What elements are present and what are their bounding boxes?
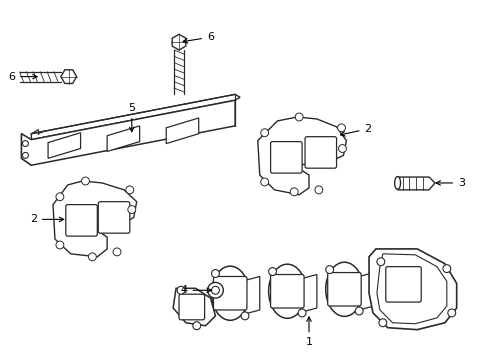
Polygon shape <box>359 273 373 310</box>
Circle shape <box>376 258 384 266</box>
Text: 6: 6 <box>183 32 214 43</box>
Circle shape <box>88 253 96 261</box>
Circle shape <box>338 145 346 152</box>
Polygon shape <box>244 276 259 314</box>
Polygon shape <box>166 118 198 144</box>
Circle shape <box>314 186 322 194</box>
Ellipse shape <box>211 266 248 320</box>
Polygon shape <box>48 133 81 158</box>
Polygon shape <box>21 100 235 165</box>
Polygon shape <box>397 177 434 190</box>
FancyBboxPatch shape <box>98 202 129 233</box>
Polygon shape <box>302 275 316 312</box>
Circle shape <box>56 193 64 201</box>
Polygon shape <box>257 117 346 195</box>
Circle shape <box>337 124 345 132</box>
Circle shape <box>268 267 276 275</box>
Text: 4: 4 <box>180 285 211 295</box>
FancyBboxPatch shape <box>305 137 336 168</box>
FancyBboxPatch shape <box>213 276 246 310</box>
Text: 1: 1 <box>305 317 312 347</box>
Text: 5: 5 <box>128 103 135 132</box>
Polygon shape <box>53 181 137 257</box>
FancyBboxPatch shape <box>385 267 420 302</box>
Circle shape <box>290 188 298 196</box>
Circle shape <box>442 265 450 273</box>
Polygon shape <box>21 134 31 165</box>
Circle shape <box>260 129 268 137</box>
Circle shape <box>113 248 121 256</box>
Ellipse shape <box>325 262 363 316</box>
Circle shape <box>355 307 363 315</box>
Circle shape <box>125 186 133 194</box>
Circle shape <box>211 286 219 294</box>
FancyBboxPatch shape <box>327 273 361 306</box>
FancyBboxPatch shape <box>270 275 304 308</box>
Polygon shape <box>368 249 456 330</box>
Text: 2: 2 <box>30 215 63 224</box>
Text: 3: 3 <box>435 178 464 188</box>
Circle shape <box>325 266 333 274</box>
Text: 2: 2 <box>340 124 371 136</box>
Circle shape <box>177 286 184 294</box>
Circle shape <box>192 322 200 330</box>
Polygon shape <box>61 70 77 84</box>
Circle shape <box>127 206 136 213</box>
Ellipse shape <box>394 176 400 189</box>
Polygon shape <box>376 254 446 324</box>
Circle shape <box>211 270 219 278</box>
Text: 6: 6 <box>8 72 37 82</box>
Circle shape <box>81 177 89 185</box>
Circle shape <box>378 319 386 327</box>
Polygon shape <box>31 94 240 140</box>
Circle shape <box>298 309 305 317</box>
FancyBboxPatch shape <box>66 204 97 236</box>
FancyBboxPatch shape <box>179 294 204 320</box>
Circle shape <box>22 152 28 158</box>
Polygon shape <box>172 34 185 50</box>
Circle shape <box>22 141 28 147</box>
Circle shape <box>207 282 223 298</box>
Ellipse shape <box>268 264 305 318</box>
Circle shape <box>260 178 268 186</box>
Circle shape <box>56 241 64 249</box>
Circle shape <box>241 312 248 320</box>
Circle shape <box>295 113 303 121</box>
Circle shape <box>447 309 455 317</box>
Polygon shape <box>173 288 215 326</box>
FancyBboxPatch shape <box>270 141 302 173</box>
Polygon shape <box>107 126 140 152</box>
